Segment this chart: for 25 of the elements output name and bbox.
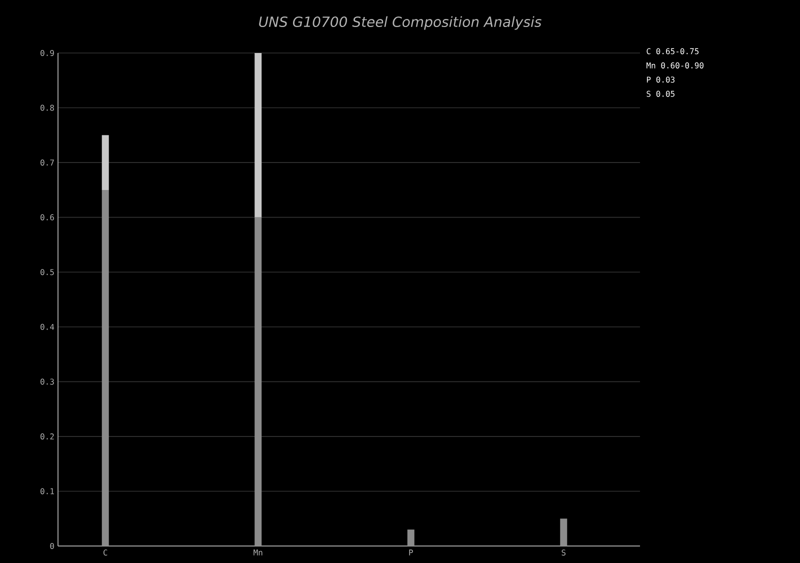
x-tick-label: P [409,550,413,556]
text: Mn 0.60-0.90 [646,62,704,68]
bar [102,135,109,190]
y-tick-label: 0 [50,542,54,550]
chart-title: UNS G10700 Steel Composition Analysis [259,16,542,30]
x-tick-label: S [562,550,566,556]
y-tick-label: 0.5 [40,269,54,276]
bar [407,530,414,546]
y-tick-label: 0.3 [40,378,54,385]
text: S 0.05 [646,90,674,97]
bar [254,217,262,546]
text: C 0.65-0.75 [646,48,699,54]
text: P 0.03 [646,76,675,83]
y-tick-label: 0.9 [40,50,54,56]
y-tick-label: 0.8 [40,104,54,111]
y-tick-label: 0.7 [40,160,54,166]
bar [560,518,568,546]
y-tick-label: 0.6 [40,214,54,220]
bar [102,190,109,546]
x-tick-label: Mn [254,550,262,556]
bar [254,53,262,218]
y-tick-label: 0.2 [40,433,54,440]
y-tick-label: 0.4 [40,324,54,330]
y-tick-label: 0.1 [40,488,54,494]
x-tick-label: C [104,550,108,556]
